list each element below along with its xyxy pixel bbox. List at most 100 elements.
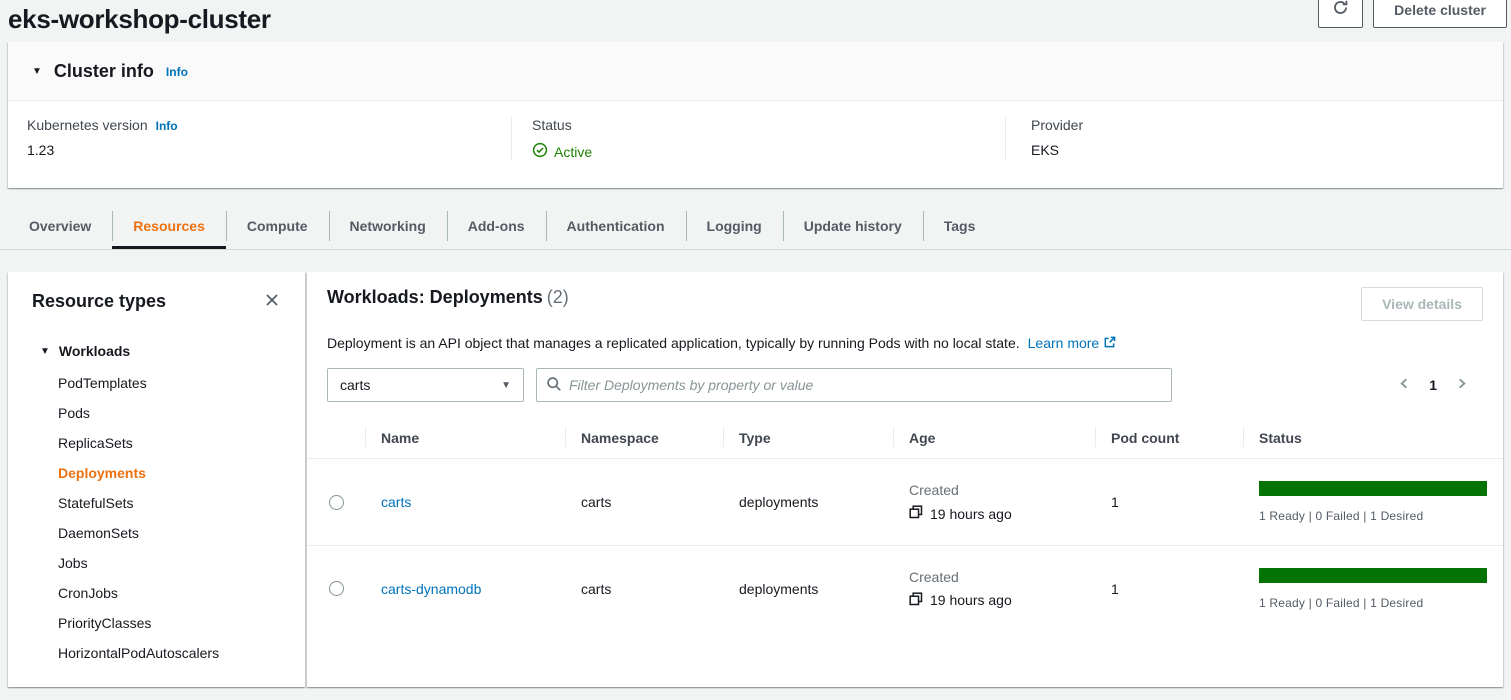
sidebar-item-jobs[interactable]: Jobs [58, 555, 88, 571]
header-actions: Delete cluster [1318, 0, 1507, 28]
close-icon [264, 294, 280, 311]
next-page-button[interactable] [1452, 374, 1471, 396]
tab-overview[interactable]: Overview [29, 217, 92, 234]
created-icon [909, 505, 923, 522]
search-input[interactable] [569, 377, 1162, 393]
deployments-panel: Workloads: Deployments (2) View details D… [307, 272, 1503, 687]
resource-types-tree: ▼ Workloads PodTemplates Pods ReplicaSet… [32, 343, 282, 668]
sidebar-item-podtemplates[interactable]: PodTemplates [58, 375, 147, 391]
deployments-count: (2) [546, 287, 569, 307]
delete-cluster-button[interactable]: Delete cluster [1373, 0, 1507, 28]
status-ready-bar [1259, 567, 1487, 583]
table-header-row: Name Namespace Type Age Pod count Status [307, 420, 1503, 459]
tab-authentication[interactable]: Authentication [545, 202, 686, 249]
sidebar-item-deployments[interactable]: Deployments [58, 465, 146, 481]
deployment-namespace: carts [581, 580, 612, 597]
kubernetes-version-value: 1.23 [27, 142, 55, 158]
prev-page-button[interactable] [1395, 374, 1414, 396]
cluster-info-card: ▼ Cluster info Info Kubernetes version I… [8, 42, 1503, 188]
deployment-status-cell: 1 Ready | 0 Failed | 1 Desired [1243, 481, 1503, 523]
deployment-pod-count: 1 [1111, 580, 1119, 597]
kubernetes-version-label: Kubernetes version [27, 117, 148, 133]
select-caret-icon: ▼ [501, 379, 511, 391]
column-header-type: Type [723, 420, 893, 458]
sidebar-item-daemonsets[interactable]: DaemonSets [58, 525, 139, 541]
kubernetes-version-info-link[interactable]: Info [155, 119, 178, 133]
deployment-age: 19 hours ago [930, 592, 1012, 608]
next-page-icon [1454, 376, 1469, 394]
page-title: eks-workshop-cluster [8, 4, 271, 34]
age-created-label: Created [909, 482, 959, 498]
tab-networking[interactable]: Networking [328, 202, 447, 249]
deployment-status-cell: 1 Ready | 0 Failed | 1 Desired [1243, 567, 1503, 610]
collapse-caret-icon[interactable]: ▼ [32, 66, 42, 77]
namespace-filter-select[interactable]: carts ▼ [327, 368, 524, 402]
select-column-header [307, 420, 365, 458]
prev-page-icon [1397, 376, 1412, 394]
deployment-namespace: carts [581, 494, 612, 510]
resource-types-panel: Resource types ▼ Workloads PodTemplates … [8, 272, 305, 687]
deployment-pod-count: 1 [1111, 494, 1119, 510]
sidebar-item-priorityclasses[interactable]: PriorityClasses [58, 615, 152, 631]
sidebar-item-pods[interactable]: Pods [58, 405, 90, 421]
age-created-label: Created [909, 568, 959, 585]
view-details-button[interactable]: View details [1361, 287, 1483, 321]
deployments-search [536, 368, 1172, 402]
cluster-info-info-link[interactable]: Info [165, 64, 188, 79]
cluster-info-title: Cluster info [53, 61, 154, 81]
deployments-description: Deployment is an API object that manages… [327, 333, 1483, 354]
status-ready-bar [1259, 481, 1487, 496]
status-label: Status [532, 117, 572, 133]
column-header-namespace: Namespace [565, 420, 723, 458]
status-field: Status Active [511, 117, 1005, 161]
tab-add-ons[interactable]: Add-ons [446, 202, 546, 249]
column-header-age: Age [893, 420, 1095, 458]
column-header-name: Name [365, 420, 565, 458]
sidebar-item-replicasets[interactable]: ReplicaSets [58, 435, 133, 451]
search-icon [546, 376, 562, 395]
tab-update-history[interactable]: Update history [782, 202, 923, 249]
column-header-pod-count: Pod count [1095, 420, 1243, 458]
cluster-tabs: Overview Resources Compute Networking Ad… [0, 202, 1511, 250]
deployments-table: Name Namespace Type Age Pod count Status… [307, 420, 1503, 631]
row-radio-button[interactable] [328, 494, 344, 510]
table-row: carts carts deployments Created 19 hours… [307, 459, 1503, 545]
tab-logging[interactable]: Logging [685, 202, 783, 249]
tab-resources[interactable]: Resources [112, 202, 226, 249]
deployment-type: deployments [739, 494, 819, 510]
refresh-icon [1332, 0, 1349, 20]
deployment-age-cell: Created 19 hours ago [893, 482, 1095, 522]
resource-types-title: Resource types [32, 291, 167, 311]
close-panel-button[interactable] [262, 290, 282, 313]
provider-value: EKS [1031, 142, 1060, 158]
tab-tags[interactable]: Tags [922, 202, 997, 249]
refresh-button[interactable] [1318, 0, 1364, 28]
page-header: eks-workshop-cluster Delete cluster [0, 0, 1511, 42]
sidebar-item-statefulsets[interactable]: StatefulSets [58, 495, 134, 511]
sidebar-item-horizontalpodautoscalers[interactable]: HorizontalPodAutoscalers [58, 645, 220, 661]
resources-content: Resource types ▼ Workloads PodTemplates … [8, 272, 1503, 687]
tree-group-workloads[interactable]: ▼ Workloads [40, 343, 282, 359]
sidebar-item-cronjobs[interactable]: CronJobs [58, 585, 118, 601]
tab-compute[interactable]: Compute [225, 202, 329, 249]
kubernetes-version-field: Kubernetes version Info 1.23 [8, 117, 511, 161]
cluster-info-body: Kubernetes version Info 1.23 Status Acti… [8, 101, 1503, 188]
learn-more-link[interactable]: Learn more [1027, 335, 1100, 351]
deployment-age: 19 hours ago [930, 505, 1012, 522]
created-icon [909, 591, 923, 609]
deployment-age-cell: Created 19 hours ago [893, 569, 1095, 609]
column-header-status: Status [1243, 420, 1503, 458]
external-link-icon [1103, 336, 1116, 352]
deployment-name-link[interactable]: carts [381, 494, 412, 510]
deployments-title: Workloads: Deployments (2) [327, 287, 569, 307]
tree-group-label: Workloads [58, 343, 131, 359]
status-summary: 1 Ready | 0 Failed | 1 Desired [1259, 595, 1424, 610]
tree-caret-icon: ▼ [40, 345, 50, 357]
table-row: carts-dynamodb carts deployments Created… [307, 545, 1503, 631]
namespace-filter-value: carts [340, 377, 371, 393]
row-radio-button[interactable] [328, 581, 344, 596]
current-page[interactable]: 1 [1429, 377, 1437, 393]
deployment-name-link[interactable]: carts-dynamodb [381, 580, 482, 597]
status-active-icon [532, 142, 548, 161]
